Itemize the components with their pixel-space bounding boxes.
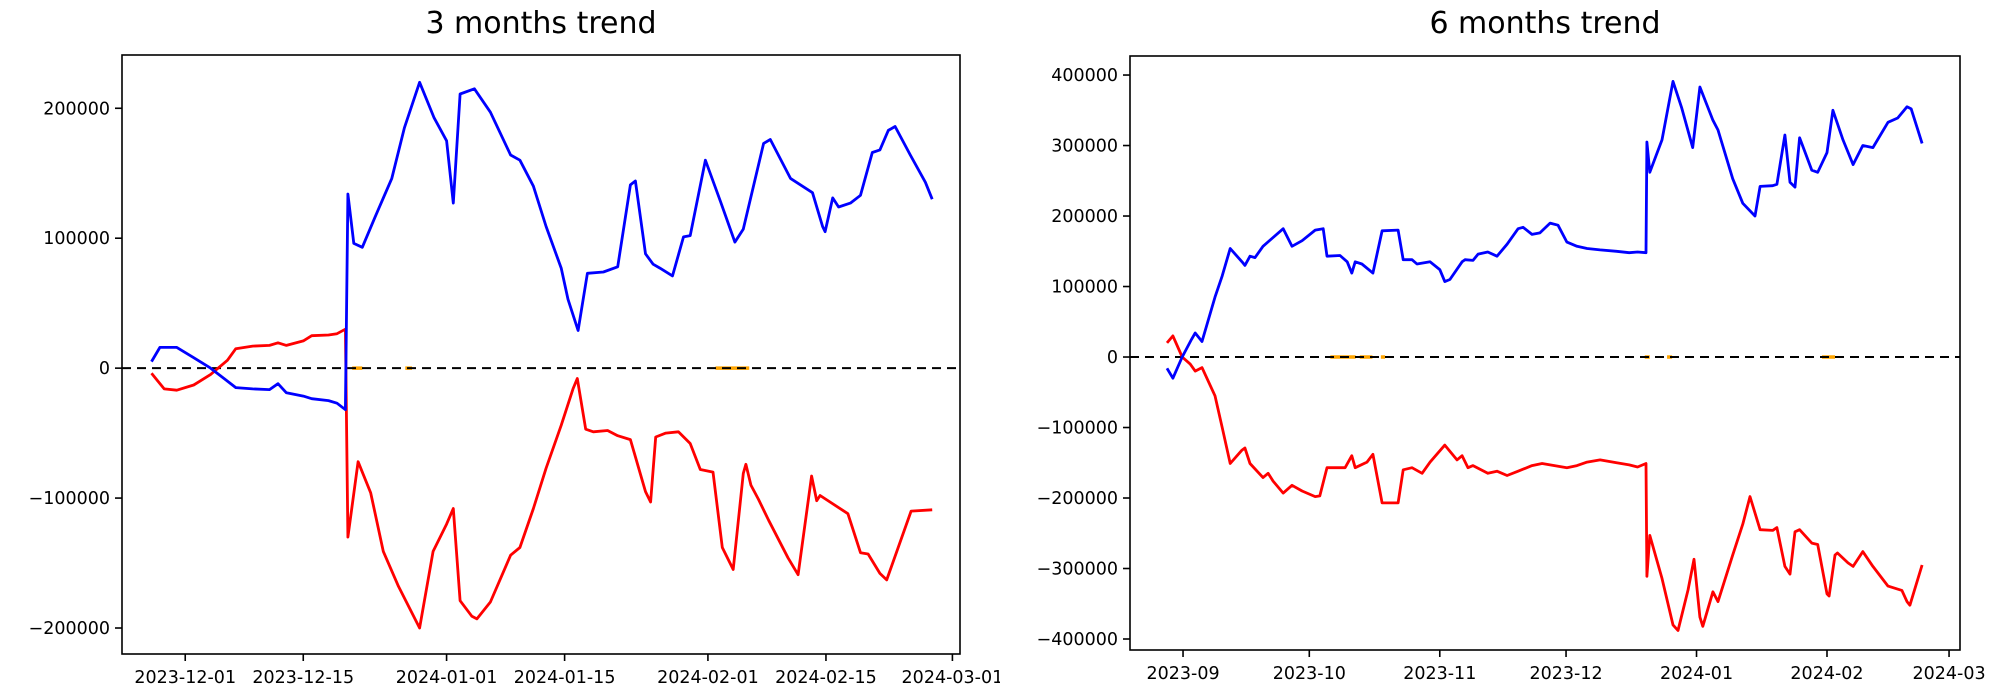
chart-3-months-trend: 3 months trend 200000 100000 0 −100000 −2000… (29, 6, 1000, 688)
svg-text:−200000: −200000 (1037, 489, 1118, 509)
svg-text:200000: 200000 (43, 99, 110, 119)
chart-title-6-months: 6 months trend (1429, 6, 1661, 41)
svg-text:300000: 300000 (1051, 137, 1118, 157)
svg-text:−100000: −100000 (1037, 419, 1118, 439)
svg-text:100000: 100000 (1051, 278, 1118, 298)
svg-text:2023-11: 2023-11 (1403, 664, 1476, 684)
svg-text:2023-12: 2023-12 (1529, 664, 1602, 684)
svg-text:2024-02: 2024-02 (1790, 664, 1863, 684)
svg-text:2024-03-01: 2024-03-01 (902, 668, 1000, 688)
svg-text:0: 0 (99, 359, 110, 379)
svg-text:2024-01: 2024-01 (1660, 664, 1733, 684)
svg-text:−200000: −200000 (29, 619, 110, 639)
svg-text:200000: 200000 (1051, 207, 1118, 227)
svg-text:2023-12-15: 2023-12-15 (252, 668, 354, 688)
chart-6-months-trend: 6 months trend 400000 300000 200000 100000 0… (1000, 0, 2000, 700)
svg-text:−100000: −100000 (29, 489, 110, 509)
chart-3-months-plot: 200000 100000 0 −100000 −200000 2023-12-01 202… (29, 54, 1000, 688)
svg-text:2024-02-01: 2024-02-01 (657, 668, 759, 688)
svg-text:2024-01-15: 2024-01-15 (514, 668, 616, 688)
svg-text:2023-09: 2023-09 (1146, 664, 1219, 684)
chart-6-months-plot: 400000 300000 200000 100000 0 −100000 −200000 −… (1037, 55, 1986, 684)
svg-text:0: 0 (1107, 348, 1118, 368)
svg-text:100000: 100000 (43, 229, 110, 249)
svg-text:400000: 400000 (1051, 66, 1118, 86)
svg-text:2024-02-15: 2024-02-15 (775, 668, 877, 688)
svg-text:2024-01-01: 2024-01-01 (396, 668, 498, 688)
svg-text:−400000: −400000 (1037, 630, 1118, 650)
svg-text:2024-03: 2024-03 (1912, 664, 1985, 684)
svg-text:2023-10: 2023-10 (1273, 664, 1346, 684)
chart-title-3-months: 3 months trend (425, 6, 657, 41)
svg-text:−300000: −300000 (1037, 560, 1118, 580)
svg-text:2023-12-01: 2023-12-01 (134, 668, 236, 688)
